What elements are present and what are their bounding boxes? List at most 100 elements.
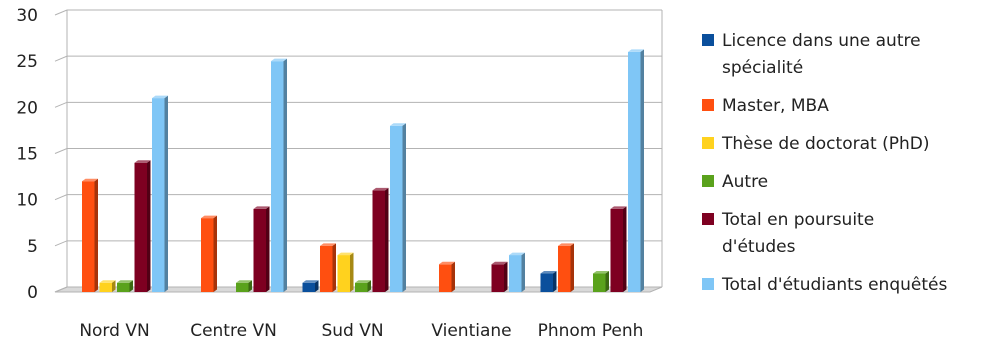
bar-top bbox=[117, 280, 133, 283]
bar-top bbox=[509, 252, 525, 256]
bar bbox=[372, 187, 389, 292]
legend-label: spécialité bbox=[722, 58, 803, 78]
bar-front bbox=[593, 273, 606, 292]
legend-label: Thèse de doctorat (PhD) bbox=[721, 134, 929, 154]
bar-side bbox=[640, 49, 644, 292]
legend-swatch bbox=[702, 34, 714, 46]
bar-side bbox=[94, 178, 98, 292]
legend-item: Total d'étudiants enquêtés bbox=[702, 275, 947, 295]
bar bbox=[390, 123, 406, 292]
legend-label: Master, MBA bbox=[722, 96, 829, 116]
bar-side bbox=[248, 280, 252, 292]
bar bbox=[99, 280, 116, 292]
bar-front bbox=[390, 125, 403, 292]
legend-label: Licence dans une autre bbox=[722, 31, 921, 51]
bar-top bbox=[491, 261, 508, 265]
bar-top bbox=[302, 280, 319, 283]
legend-swatch bbox=[702, 213, 714, 225]
labels-layer: 0 5 10 15 20 25 30 Nord VN Centre VN Sud VN Vienti… bbox=[16, 6, 643, 340]
bar-top bbox=[134, 160, 151, 163]
bar-side bbox=[385, 187, 389, 292]
bar-front bbox=[628, 51, 641, 292]
legend-label: d'études bbox=[722, 237, 796, 257]
legend-swatch bbox=[702, 175, 714, 187]
bar bbox=[201, 215, 217, 292]
bar-top bbox=[320, 243, 336, 246]
legend-item: Thèse de doctorat (PhD) bbox=[702, 134, 929, 154]
legend-label: Autre bbox=[722, 172, 768, 192]
bar-side bbox=[147, 160, 151, 292]
bar-side bbox=[402, 123, 406, 292]
bar-top bbox=[337, 252, 354, 256]
y-tick-label: 25 bbox=[16, 52, 38, 72]
legend-swatch bbox=[702, 99, 714, 111]
bar-top bbox=[628, 49, 644, 52]
x-tick-label: Vientiane bbox=[431, 321, 511, 340]
bar-top bbox=[82, 178, 98, 182]
bar bbox=[558, 243, 574, 292]
bar-top bbox=[593, 271, 609, 274]
bar-side bbox=[570, 243, 574, 292]
bar-front bbox=[302, 282, 315, 292]
bar bbox=[152, 95, 168, 292]
bar-front bbox=[320, 245, 333, 292]
bar-top bbox=[152, 95, 168, 99]
y-tick-label: 15 bbox=[16, 145, 38, 165]
bar bbox=[134, 160, 151, 292]
bars-layer bbox=[82, 49, 644, 292]
bar-top bbox=[439, 261, 455, 265]
bar bbox=[117, 280, 133, 292]
legend-swatch bbox=[702, 137, 714, 149]
bar-side bbox=[605, 271, 609, 292]
bar-top bbox=[610, 206, 627, 209]
bar-side bbox=[623, 206, 627, 292]
bar bbox=[302, 280, 319, 292]
gridline bbox=[54, 55, 662, 62]
bar-front bbox=[439, 264, 452, 292]
bar bbox=[593, 271, 609, 292]
x-tick-label: Nord VN bbox=[79, 321, 149, 340]
bar-front bbox=[372, 190, 385, 292]
x-tick-label: Phnom Penh bbox=[538, 321, 644, 340]
bar-top bbox=[253, 206, 270, 209]
gridline bbox=[54, 9, 662, 16]
legend-item: Total en poursuite d'études bbox=[702, 210, 874, 257]
legend-item: Licence dans une autre spécialité bbox=[702, 31, 921, 78]
legend-label: Total d'étudiants enquêtés bbox=[721, 275, 947, 295]
bar bbox=[540, 271, 557, 292]
bar-side bbox=[332, 243, 336, 292]
bar-front bbox=[271, 61, 284, 292]
bar bbox=[355, 280, 371, 292]
bar bbox=[236, 280, 252, 292]
bar bbox=[271, 58, 287, 292]
bar-top bbox=[271, 58, 287, 62]
bar-top bbox=[355, 280, 371, 283]
gridline bbox=[54, 101, 662, 108]
bar-top bbox=[236, 280, 252, 283]
bar-front bbox=[201, 218, 214, 292]
legend-item: Autre bbox=[702, 172, 768, 192]
bar-side bbox=[350, 252, 354, 292]
bar-front bbox=[82, 181, 95, 292]
bar-side bbox=[367, 280, 371, 292]
bar-front bbox=[558, 245, 571, 292]
bar bbox=[253, 206, 270, 292]
bar-side bbox=[112, 280, 116, 292]
bar-side bbox=[553, 271, 557, 292]
x-tick-label: Sud VN bbox=[321, 321, 383, 340]
bar bbox=[337, 252, 354, 292]
bar-front bbox=[337, 255, 350, 292]
y-tick-label: 10 bbox=[16, 191, 38, 211]
bar-front bbox=[355, 282, 368, 292]
bar bbox=[509, 252, 525, 292]
bar bbox=[491, 261, 508, 292]
bar-side bbox=[164, 95, 168, 292]
legend-label: Total en poursuite bbox=[721, 210, 874, 230]
bar-top bbox=[558, 243, 574, 246]
bar-side bbox=[283, 58, 287, 292]
bar bbox=[610, 206, 627, 292]
bar-front bbox=[99, 282, 112, 292]
bar-front bbox=[491, 264, 504, 292]
